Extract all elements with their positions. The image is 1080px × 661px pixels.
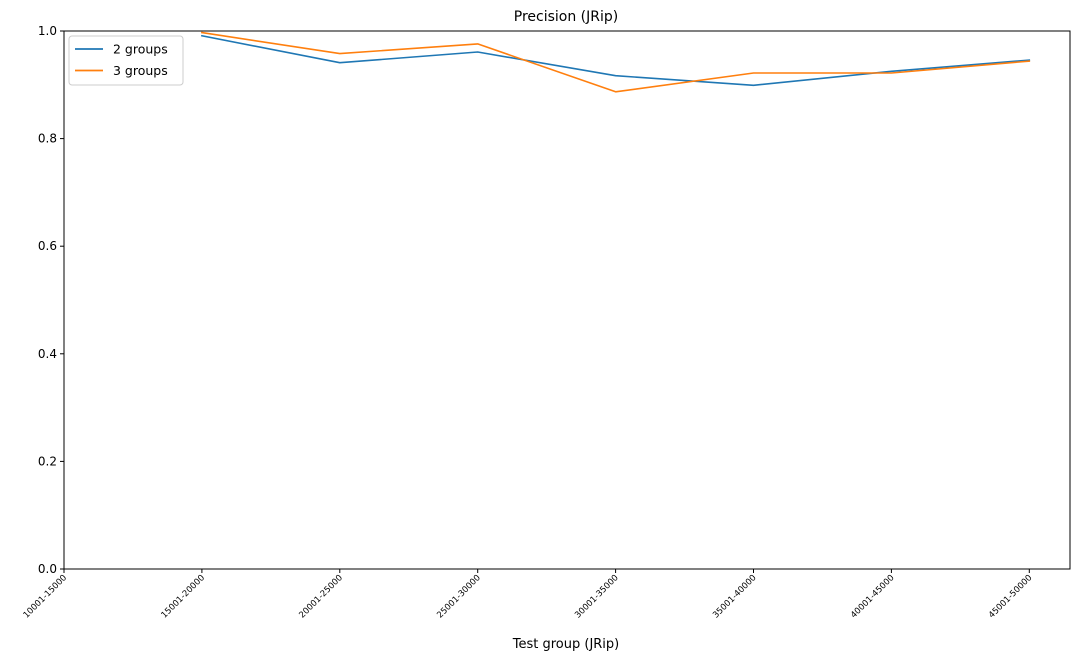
x-axis-label: Test group (JRip) [512, 637, 620, 652]
y-tick-label: 0.6 [38, 239, 57, 253]
y-axis: 0.0 0.2 0.4 0.6 0.8 1.0 [38, 24, 64, 576]
chart-title: Precision (JRip) [514, 9, 618, 25]
legend-label-2: 3 groups [113, 63, 168, 78]
legend-label-1: 2 groups [113, 42, 168, 57]
series-line-2 [200, 31, 1031, 93]
y-tick-label: 0.8 [38, 132, 57, 146]
legend-entries: 2 groups 3 groups [75, 42, 168, 78]
y-tick-label: 0.4 [38, 347, 57, 361]
plot-area-frame [63, 30, 1071, 570]
y-tick-label: 0.2 [38, 454, 57, 468]
legend: 2 groups 3 groups [68, 35, 184, 86]
series-line-1 [200, 34, 1031, 87]
y-tick-label: 1.0 [38, 24, 57, 38]
y-tick-label: 0.0 [38, 562, 57, 576]
series-layer [200, 31, 1031, 93]
